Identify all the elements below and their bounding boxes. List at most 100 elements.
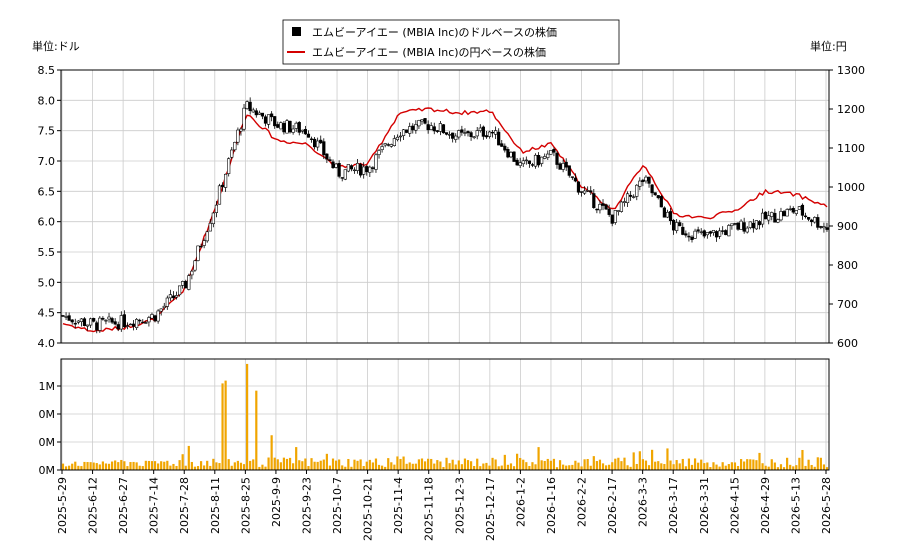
price-candle-body [76, 320, 80, 323]
volume-bar [549, 460, 552, 470]
price-candle-body [89, 318, 93, 326]
price-candle-body [411, 125, 415, 131]
volume-bar [681, 458, 684, 470]
x-axis-tick-label: 2026-5-13 [789, 477, 802, 534]
price-candle-body [503, 145, 507, 151]
price-candle-body [368, 166, 372, 173]
volume-bar [684, 466, 687, 470]
volume-bar [322, 459, 325, 470]
volume-bar [519, 457, 522, 470]
volume-bar [574, 460, 577, 470]
volume-bar [617, 457, 620, 470]
price-candle-body [270, 113, 274, 118]
volume-bar [565, 465, 568, 470]
volume-bar [752, 459, 755, 470]
volume-bar [267, 457, 270, 470]
legend-box [282, 19, 620, 65]
left-axis-tick-label: 5.0 [38, 276, 56, 289]
price-candle-body [518, 162, 522, 166]
volume-bar [703, 463, 706, 470]
price-candle-body [101, 317, 105, 320]
price-candle-body [141, 321, 145, 324]
price-candle-body [573, 177, 578, 182]
price-candle-body [794, 210, 798, 214]
volume-bar [786, 457, 789, 470]
price-candle-body [85, 324, 90, 327]
volume-bar [767, 466, 770, 470]
x-axis-tick-label: 2025-12-17 [484, 477, 497, 541]
price-candle-body [693, 230, 697, 239]
volume-bar [89, 462, 92, 470]
price-candle-body [748, 221, 752, 228]
x-axis-tick-label: 2025-10-7 [331, 477, 344, 534]
volume-bar [522, 459, 525, 470]
volume-axis-tick-label: 0M [39, 436, 56, 449]
price-candle-body [681, 226, 685, 235]
volume-bar [430, 458, 433, 470]
volume-bar [307, 466, 310, 470]
volume-bar [779, 464, 783, 470]
volume-bar [304, 458, 307, 470]
price-candle-body [478, 127, 482, 131]
price-candle-body [177, 285, 182, 296]
volume-bar [690, 464, 694, 470]
price-candle-body [500, 143, 504, 147]
x-axis-tick-label: 2026-4-29 [759, 477, 772, 534]
volume-bar [512, 466, 516, 470]
x-axis-tick-label: 2026-3-31 [698, 477, 711, 534]
price-candle-body [214, 204, 219, 213]
x-axis-tick-label: 2025-8-25 [239, 477, 252, 534]
volume-bar [126, 466, 129, 470]
volume-bar [641, 459, 645, 470]
price-candle-body [549, 150, 553, 155]
price-candle-body [825, 227, 829, 230]
price-candle-body [515, 159, 519, 166]
volume-bar [285, 458, 289, 470]
price-candle-body [334, 163, 338, 168]
price-candle-body [316, 140, 320, 148]
price-candle-body [733, 223, 737, 225]
volume-bar [86, 462, 89, 470]
price-candle-body [705, 232, 709, 236]
volume-bar [479, 466, 482, 470]
price-candle-body [454, 135, 458, 140]
volume-bar [427, 458, 430, 470]
x-axis-tick-label: 2025-6-27 [117, 477, 130, 534]
volume-bar [789, 464, 792, 470]
volume-bar [218, 463, 221, 470]
volume-bar [230, 465, 233, 470]
price-candle-body [153, 315, 157, 322]
price-candle-body [487, 131, 492, 137]
price-candle-body [816, 217, 820, 228]
price-candle-body [227, 158, 231, 174]
price-candle-body [668, 211, 673, 221]
volume-bar [341, 465, 344, 470]
price-candle-body [303, 129, 307, 135]
price-candle-body [601, 203, 605, 206]
volume-bar [261, 464, 264, 470]
price-candle-body [325, 153, 329, 160]
volume-bar [439, 461, 442, 470]
volume-bar [586, 459, 589, 470]
price-candle-body [104, 320, 108, 322]
volume-bar [292, 463, 295, 470]
price-candle-body [536, 155, 541, 166]
price-candle-body [297, 122, 301, 133]
price-panel-frame [60, 69, 830, 344]
volume-bar [739, 459, 743, 470]
volume-bar [68, 465, 71, 470]
price-candle-body [806, 217, 811, 220]
price-candle-body [662, 207, 666, 218]
price-candle-body [785, 209, 789, 217]
price-candle-body [813, 217, 817, 223]
volume-bar [377, 464, 381, 470]
volume-bar [644, 460, 648, 470]
price-candle-body [690, 236, 694, 240]
price-candle-body [567, 165, 571, 176]
volume-bar [672, 464, 675, 470]
volume-bar [245, 363, 249, 470]
price-candle-body [156, 310, 160, 322]
volume-bar [95, 463, 98, 470]
price-candle-body [521, 160, 525, 165]
price-candle-body [619, 201, 624, 212]
